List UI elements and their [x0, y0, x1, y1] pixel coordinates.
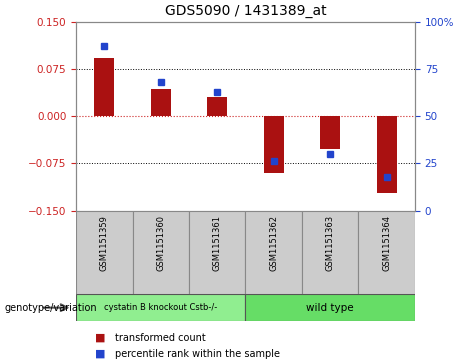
Bar [95, 58, 114, 116]
Text: transformed count: transformed count [115, 333, 206, 343]
Text: ■: ■ [95, 349, 105, 359]
Text: cystatin B knockout Cstb-/-: cystatin B knockout Cstb-/- [104, 303, 218, 312]
Text: ■: ■ [95, 333, 105, 343]
Bar [264, 116, 284, 173]
Text: percentile rank within the sample: percentile rank within the sample [115, 349, 280, 359]
Bar [320, 116, 340, 149]
Bar [151, 89, 171, 116]
Bar [76, 211, 133, 294]
Bar [245, 211, 302, 294]
Bar [302, 211, 359, 294]
Text: GSM1151362: GSM1151362 [269, 215, 278, 271]
Bar [133, 211, 189, 294]
Bar [377, 116, 396, 193]
Text: GSM1151360: GSM1151360 [156, 215, 165, 271]
Text: genotype/variation: genotype/variation [5, 303, 97, 313]
Bar [189, 211, 245, 294]
Text: GSM1151361: GSM1151361 [213, 215, 222, 271]
Text: wild type: wild type [307, 303, 354, 313]
Text: GSM1151364: GSM1151364 [382, 215, 391, 271]
Bar [207, 97, 227, 116]
Bar [245, 294, 415, 321]
Bar [76, 294, 245, 321]
Text: GSM1151359: GSM1151359 [100, 215, 109, 270]
Text: GSM1151363: GSM1151363 [325, 215, 335, 271]
Bar [358, 211, 415, 294]
Title: GDS5090 / 1431389_at: GDS5090 / 1431389_at [165, 4, 326, 18]
